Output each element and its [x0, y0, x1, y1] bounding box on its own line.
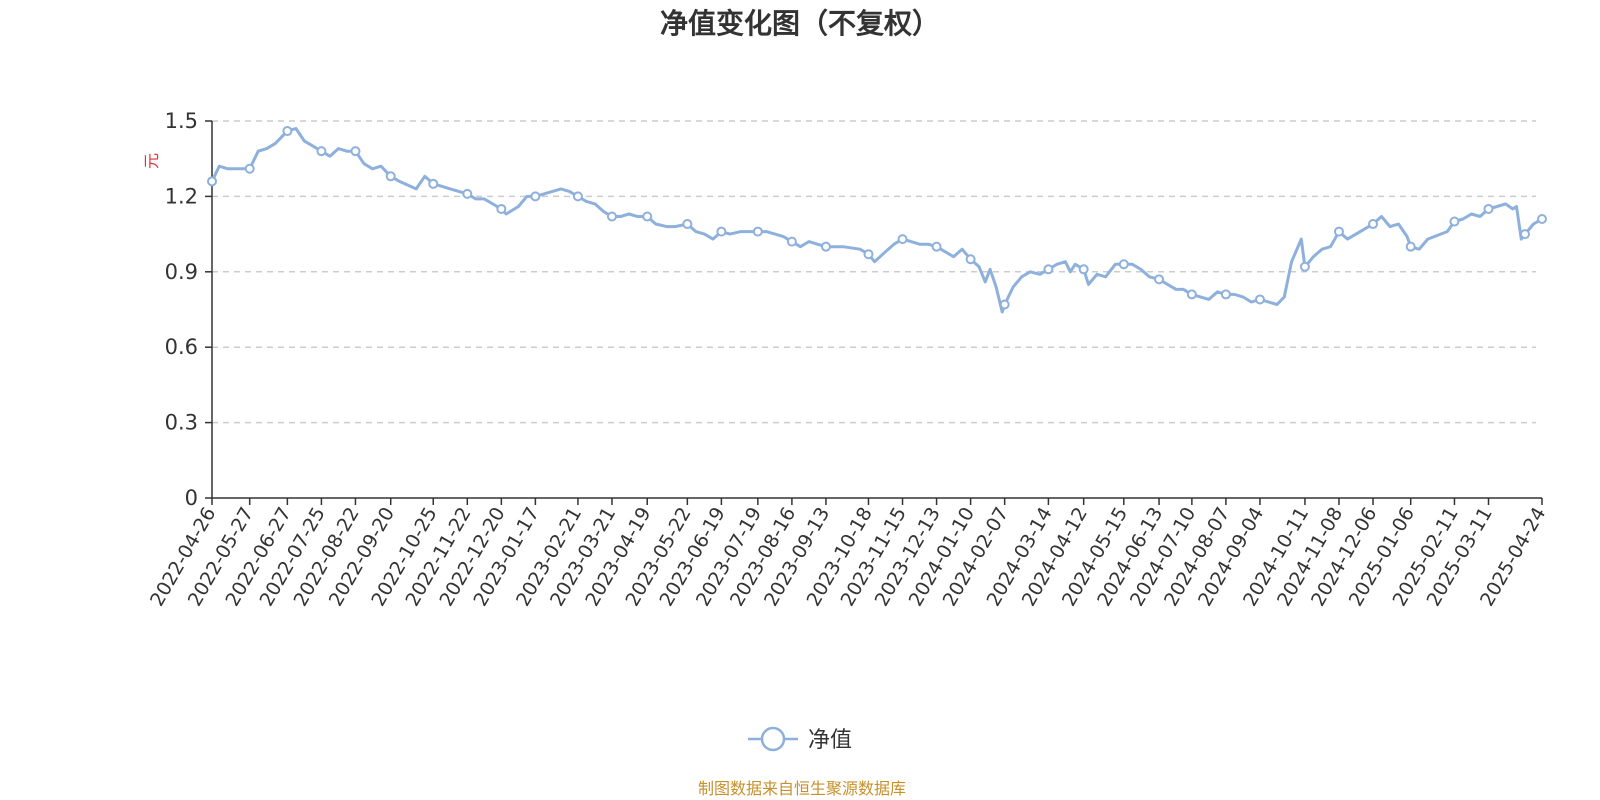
- chart-title: 净值变化图（不复权）: [660, 7, 940, 40]
- data-point: [965, 254, 976, 265]
- data-point: [642, 211, 653, 222]
- data-point: [1043, 264, 1054, 275]
- data-point: [820, 241, 831, 252]
- data-point: [496, 203, 507, 214]
- data-point: [530, 191, 541, 202]
- y-axis-ticks: 0 0.3 0.6 0.9 1.2 1.5: [165, 109, 212, 510]
- data-point: [428, 178, 439, 189]
- data-point: [207, 176, 217, 187]
- y-tick-label: 0: [185, 486, 198, 510]
- data-point: [244, 163, 255, 174]
- series-markers: [207, 126, 1547, 310]
- data-point: [316, 146, 327, 157]
- data-point: [1537, 214, 1547, 225]
- data-point: [999, 299, 1010, 310]
- data-point: [1483, 203, 1494, 214]
- x-axis-ticks: 2022-04-262022-05-272022-06-272022-07-25…: [146, 498, 1550, 610]
- data-point: [1118, 259, 1129, 270]
- data-point: [462, 188, 473, 199]
- data-point: [1254, 294, 1265, 305]
- data-point: [716, 226, 727, 237]
- data-point: [606, 211, 617, 222]
- data-point: [1519, 229, 1530, 240]
- data-point: [282, 126, 293, 137]
- data-source-note: 制图数据来自恒生聚源数据库: [698, 779, 906, 798]
- legend[interactable]: 净值: [748, 726, 852, 753]
- series-jingzhi: [210, 127, 1544, 314]
- data-point: [1368, 219, 1379, 230]
- data-point: [1299, 261, 1310, 272]
- data-point: [1220, 289, 1231, 300]
- data-point: [752, 226, 763, 237]
- data-point: [1333, 226, 1344, 237]
- gridlines: [212, 120, 1536, 424]
- data-point: [863, 249, 874, 260]
- y-tick-label: 0.9: [165, 260, 198, 284]
- series-line: [210, 127, 1544, 314]
- data-point: [1154, 274, 1165, 285]
- y-tick-label: 1.5: [165, 109, 198, 133]
- data-point: [1078, 264, 1089, 275]
- data-point: [786, 236, 797, 247]
- data-point: [350, 146, 361, 157]
- y-tick-label: 1.2: [165, 184, 198, 208]
- data-point: [1405, 241, 1416, 252]
- data-point: [1449, 216, 1460, 227]
- data-point: [897, 234, 908, 245]
- data-point: [682, 219, 693, 230]
- y-tick-label: 0.6: [165, 335, 198, 359]
- y-tick-label: 0.3: [165, 411, 198, 435]
- data-point: [572, 191, 583, 202]
- data-point: [931, 241, 942, 252]
- data-point: [385, 171, 396, 182]
- axes: [211, 121, 1542, 499]
- legend-label: 净值: [808, 728, 852, 753]
- y-axis-unit-label: 元: [142, 153, 161, 169]
- legend-circle-icon: [760, 726, 786, 752]
- data-point: [1186, 289, 1197, 300]
